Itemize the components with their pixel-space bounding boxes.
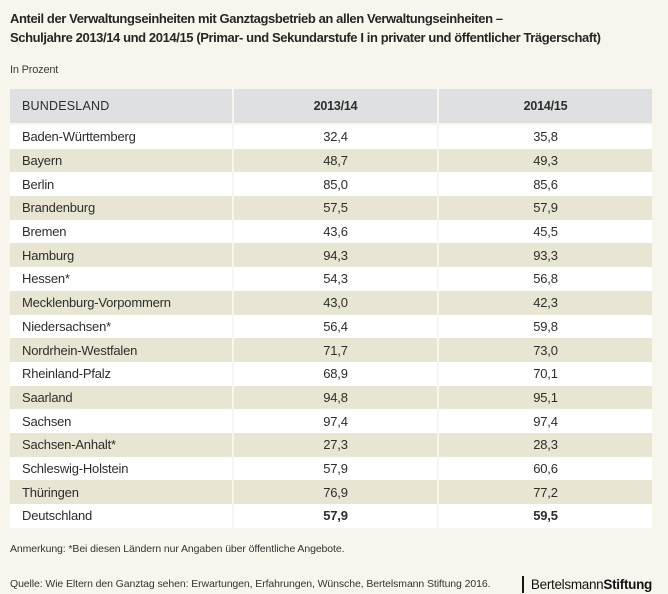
- land-cell: Baden-Württemberg: [10, 125, 232, 149]
- table-row: Rheinland-Pfalz 68,9 70,1: [10, 361, 652, 386]
- header-bundesland: BUNDESLAND: [10, 89, 232, 123]
- land-cell: Berlin: [10, 172, 232, 197]
- table-header-row: BUNDESLAND 2013/14 2014/15: [10, 89, 652, 123]
- logo-part-bertelsmann: Bertelsmann: [530, 576, 604, 592]
- value-2014-15-cell: 77,2: [439, 480, 652, 504]
- table-row: Saarland 94,8 95,1: [10, 385, 652, 410]
- table-row: Schleswig-Holstein 57,9 60,6: [10, 456, 652, 481]
- value-2013-14-cell: 57,9: [234, 504, 437, 528]
- bertelsmann-stiftung-logo: BertelsmannStiftung: [521, 575, 652, 593]
- value-2014-15-cell: 42,3: [439, 290, 652, 315]
- value-2013-14-cell: 85,0: [234, 172, 437, 197]
- table-row: Thüringen 76,9 77,2: [10, 480, 652, 504]
- value-2014-15-cell: 28,3: [439, 432, 652, 457]
- value-2013-14-cell: 68,9: [234, 361, 437, 386]
- land-cell: Bremen: [10, 219, 232, 244]
- land-cell: Mecklenburg-Vorpommern: [10, 290, 232, 315]
- land-cell: Nordrhein-Westfalen: [10, 338, 232, 362]
- value-2014-15-cell: 60,6: [439, 456, 652, 481]
- land-cell: Brandenburg: [10, 196, 232, 220]
- table-row: Sachsen 97,4 97,4: [10, 409, 652, 433]
- value-2014-15-cell: 59,5: [439, 504, 652, 528]
- value-2014-15-cell: 57,9: [439, 196, 652, 220]
- value-2014-15-cell: 35,8: [439, 125, 652, 149]
- value-2014-15-cell: 93,3: [439, 243, 652, 268]
- value-2013-14-cell: 56,4: [234, 314, 437, 339]
- land-cell: Saarland: [10, 385, 232, 410]
- land-cell: Bayern: [10, 148, 232, 173]
- table-row: Mecklenburg-Vorpommern 43,0 42,3: [10, 290, 652, 315]
- value-2014-15-cell: 49,3: [439, 148, 652, 173]
- value-2013-14-cell: 71,7: [234, 338, 437, 362]
- table-row: Bayern 48,7 49,3: [10, 148, 652, 173]
- land-cell: Rheinland-Pfalz: [10, 361, 232, 386]
- value-2014-15-cell: 85,6: [439, 172, 652, 197]
- value-2013-14-cell: 54,3: [234, 267, 437, 291]
- value-2014-15-cell: 95,1: [439, 385, 652, 410]
- title-line-1: Anteil der Verwaltungseinheiten mit Ganz…: [10, 11, 503, 26]
- value-2014-15-cell: 59,8: [439, 314, 652, 339]
- value-2013-14-cell: 27,3: [234, 432, 437, 457]
- value-2013-14-cell: 57,5: [234, 196, 437, 220]
- table-row: Brandenburg 57,5 57,9: [10, 196, 652, 220]
- land-cell: Thüringen: [10, 480, 232, 504]
- value-2013-14-cell: 94,3: [234, 243, 437, 268]
- land-cell: Niedersachsen*: [10, 314, 232, 339]
- land-cell: Deutschland: [10, 504, 232, 528]
- land-cell: Hamburg: [10, 243, 232, 268]
- logo-bar-icon: [521, 575, 524, 593]
- value-2014-15-cell: 73,0: [439, 338, 652, 362]
- value-2013-14-cell: 43,0: [234, 290, 437, 315]
- value-2014-15-cell: 97,4: [439, 409, 652, 433]
- logo-text: BertelsmannStiftung: [531, 577, 652, 592]
- unit-label: In Prozent: [10, 64, 59, 76]
- title-line-2: Schuljahre 2013/14 und 2014/15 (Primar- …: [10, 30, 601, 45]
- value-2014-15-cell: 70,1: [439, 361, 652, 386]
- value-2013-14-cell: 48,7: [234, 148, 437, 173]
- value-2013-14-cell: 57,9: [234, 456, 437, 481]
- table-row: Nordrhein-Westfalen 71,7 73,0: [10, 338, 652, 362]
- source-line: Quelle: Wie Eltern den Ganztag sehen: Er…: [10, 575, 652, 593]
- value-2013-14-cell: 76,9: [234, 480, 437, 504]
- land-cell: Sachsen: [10, 409, 232, 433]
- land-cell: Schleswig-Holstein: [10, 456, 232, 481]
- data-table: BUNDESLAND 2013/14 2014/15 Baden-Württem…: [10, 89, 652, 528]
- logo-part-stiftung: Stiftung: [603, 576, 652, 592]
- table-row: Bremen 43,6 45,5: [10, 219, 652, 244]
- header-2013-14: 2013/14: [234, 89, 437, 123]
- footnote: Anmerkung: *Bei diesen Ländern nur Angab…: [10, 542, 345, 555]
- header-2014-15: 2014/15: [439, 89, 652, 123]
- land-cell: Sachsen-Anhalt*: [10, 432, 232, 457]
- value-2014-15-cell: 56,8: [439, 267, 652, 291]
- table-row: Niedersachsen* 56,4 59,8: [10, 314, 652, 339]
- table-row-total: Deutschland 57,9 59,5: [10, 504, 652, 528]
- figure-title: Anteil der Verwaltungseinheiten mit Ganz…: [10, 9, 652, 47]
- source-text: Quelle: Wie Eltern den Ganztag sehen: Er…: [10, 578, 491, 591]
- table-row: Baden-Württemberg 32,4 35,8: [10, 125, 652, 149]
- value-2013-14-cell: 32,4: [234, 125, 437, 149]
- value-2014-15-cell: 45,5: [439, 219, 652, 244]
- table-row: Hamburg 94,3 93,3: [10, 243, 652, 268]
- value-2013-14-cell: 43,6: [234, 219, 437, 244]
- value-2013-14-cell: 97,4: [234, 409, 437, 433]
- table-row: Hessen* 54,3 56,8: [10, 267, 652, 291]
- table-row: Berlin 85,0 85,6: [10, 172, 652, 197]
- land-cell: Hessen*: [10, 267, 232, 291]
- value-2013-14-cell: 94,8: [234, 385, 437, 410]
- table-row: Sachsen-Anhalt* 27,3 28,3: [10, 432, 652, 457]
